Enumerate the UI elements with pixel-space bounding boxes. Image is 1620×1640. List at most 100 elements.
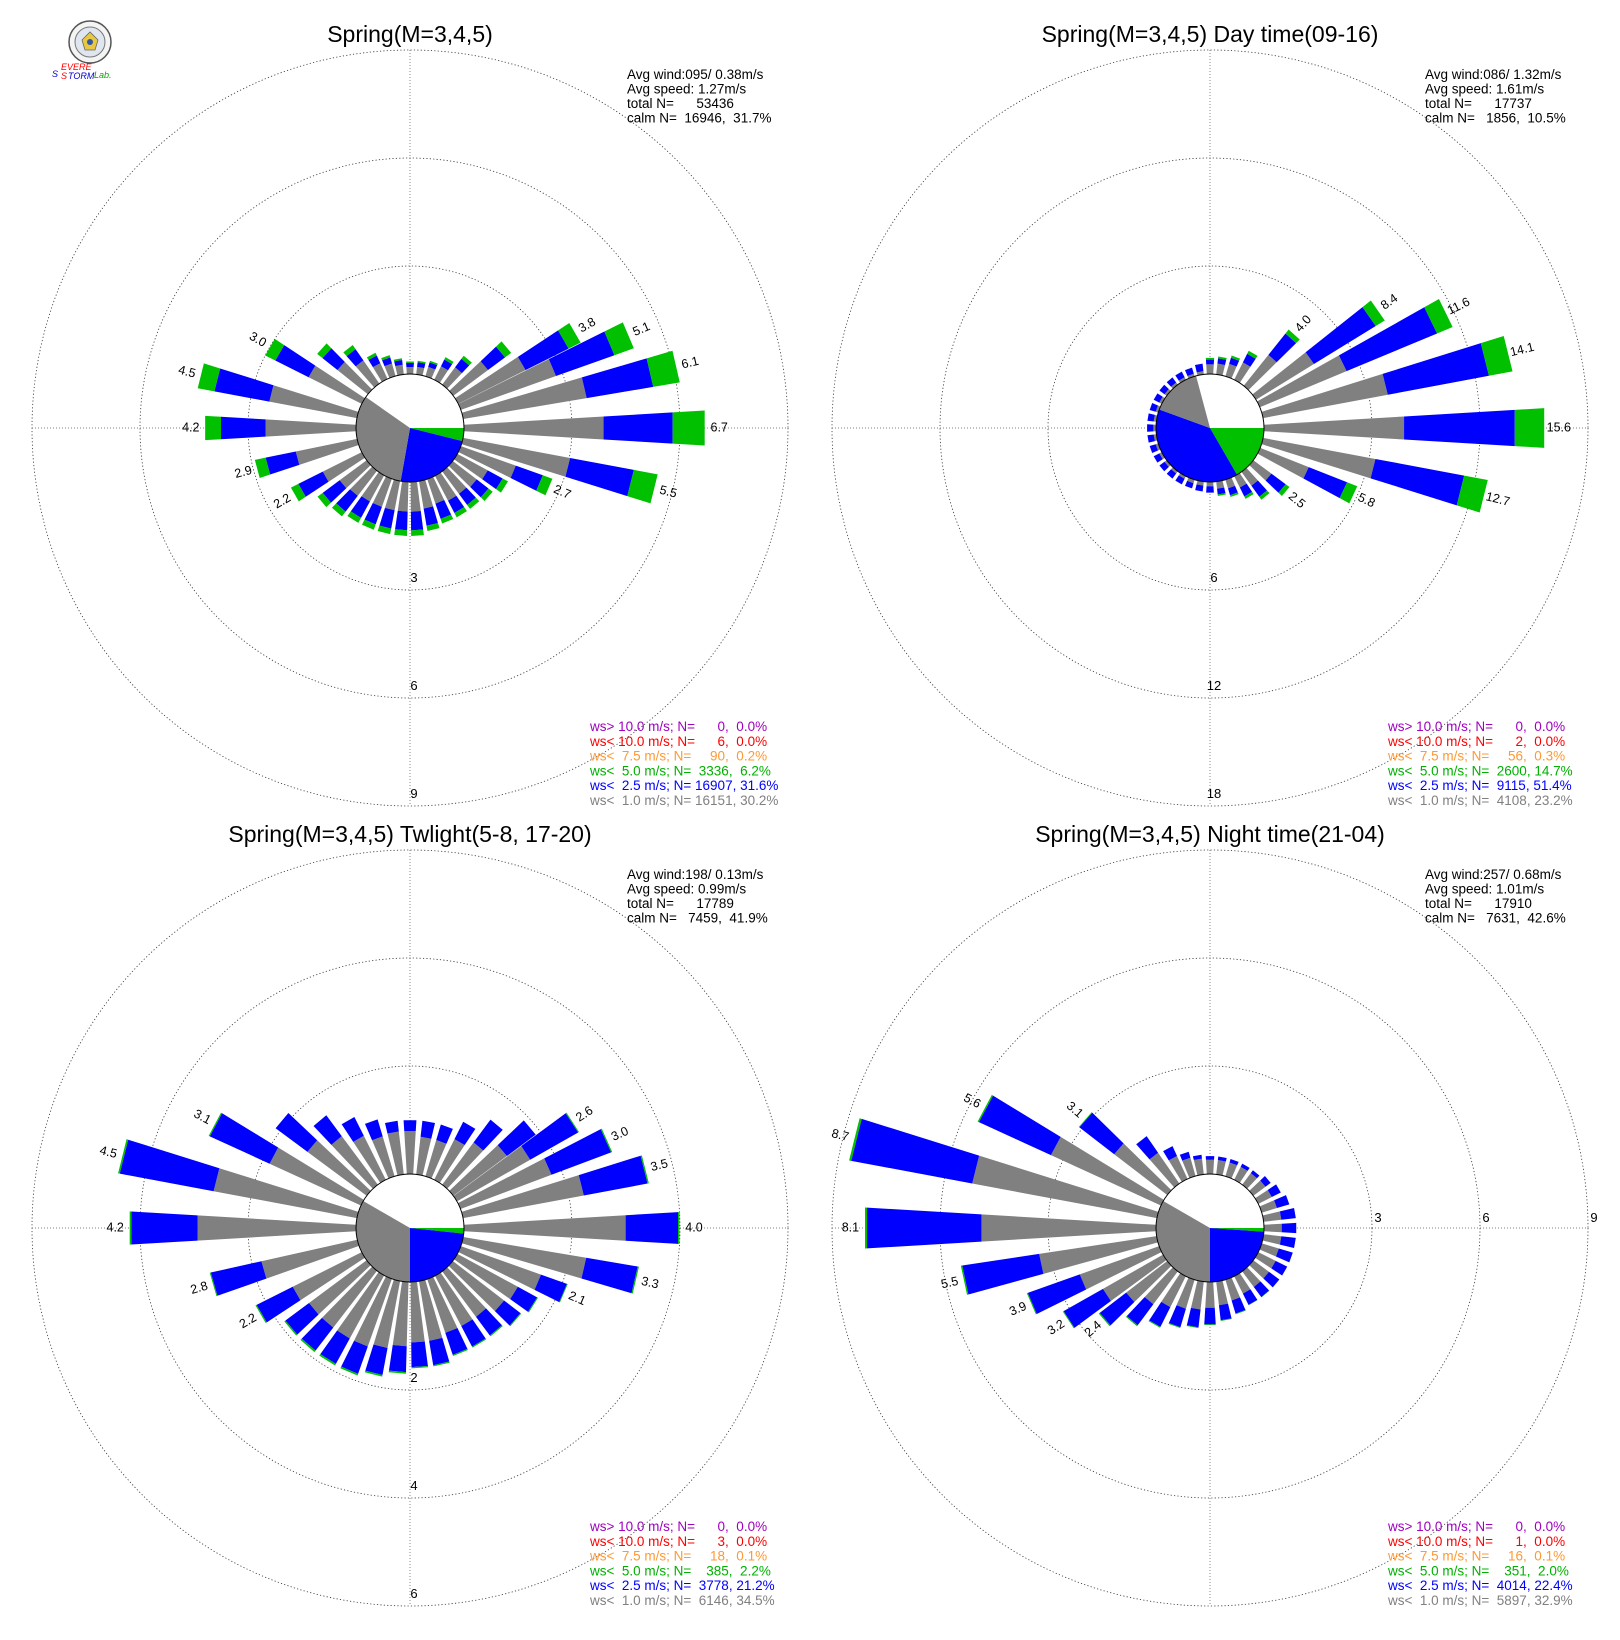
sector-bar-gray (1263, 1223, 1282, 1233)
sector-bar-gray (387, 1131, 404, 1176)
sector-bar-blue (581, 1257, 638, 1294)
sector-bar-green (417, 360, 426, 364)
sector-bar-blue (406, 362, 414, 368)
sector-bar-gray (1252, 352, 1314, 400)
sector-bar-green (1514, 408, 1545, 448)
sector-bar-green (1261, 1290, 1270, 1298)
sector-bar-blue (1153, 453, 1163, 463)
sector-bar-blue (1179, 1151, 1191, 1161)
sector-bar-green (1424, 298, 1453, 334)
sector-bar-gray (1249, 1180, 1266, 1196)
sector-bar-blue (494, 1300, 521, 1326)
sector-bar-green (366, 352, 377, 360)
sector-bar-blue (1229, 357, 1240, 367)
sector-bar-gray (269, 1147, 364, 1206)
sector-bar-green (849, 1118, 862, 1161)
sector-bar-gray (1262, 1234, 1282, 1245)
sector-bar-gray (1249, 460, 1272, 481)
calm-pie-slice (400, 428, 463, 482)
sector-bar-gray (1079, 1246, 1162, 1290)
sector-bar-blue (382, 357, 392, 367)
calm-circle-outline (1155, 1173, 1265, 1283)
sector-value-label: 2.9 (233, 463, 253, 481)
sector-bar-green (381, 355, 391, 361)
sector-bar-blue (1217, 1156, 1227, 1162)
sector-bar-gray (295, 438, 359, 465)
sector-bar-green (1230, 492, 1239, 497)
sector-bar-gray (1039, 1236, 1158, 1274)
sector-bar-blue (1370, 458, 1465, 506)
calm-pie-slice (1156, 1201, 1210, 1282)
sector-bar-gray (337, 361, 373, 395)
sector-bar-gray (1178, 473, 1186, 479)
sector-bar-gray (404, 1130, 416, 1175)
sector-bar-green (300, 1338, 316, 1353)
calm-pie-slice (410, 428, 464, 442)
sector-bar-gray (1263, 416, 1405, 440)
sector-bar-blue (1147, 424, 1154, 432)
sector-value-label: 15.6 (1547, 420, 1571, 434)
sector-bar-gray (384, 479, 401, 511)
sector-bar-gray (435, 472, 457, 501)
sector-bar-blue (1275, 1248, 1293, 1263)
ring-label: 4 (410, 1478, 417, 1493)
sector-bar-green (317, 343, 332, 359)
sector-bar-blue (1163, 1146, 1178, 1161)
sector-bar-blue (298, 471, 329, 497)
sector-bar-green (672, 410, 705, 446)
sector-bar-green (1220, 1318, 1232, 1321)
sector-bar-blue (1205, 1156, 1215, 1160)
sector-value-label: 3.9 (1007, 1299, 1029, 1319)
sector-bar-green (319, 1354, 336, 1366)
sector-bar-gray (1164, 389, 1171, 396)
sector-bar-blue (1279, 1236, 1296, 1249)
sector-bar-green (977, 1094, 994, 1123)
svg-text:EVERE: EVERE (61, 62, 93, 72)
sector-bar-green (559, 1283, 568, 1303)
sector-bar-blue (1205, 359, 1215, 365)
sector-bar-gray (1216, 1160, 1226, 1176)
calm-pie-slice (1210, 1228, 1264, 1282)
sector-bar-green (343, 345, 356, 357)
sector-bar-green (1205, 357, 1215, 360)
sector-bar-green (347, 511, 362, 523)
sector-bar-blue (395, 510, 408, 531)
sector-bar-green (646, 350, 680, 387)
sector-bar-blue (1168, 1305, 1186, 1328)
sector-bar-green (1235, 1310, 1246, 1315)
sector-bar-green (1218, 356, 1227, 360)
stat-avg-speed: Avg speed: 1.01m/s (1425, 882, 1544, 897)
sector-bar-gray (1261, 373, 1388, 419)
sector-bar-gray (1216, 1280, 1229, 1306)
sector-bar-blue (322, 348, 345, 371)
sector-value-label: 5.1 (631, 319, 653, 339)
sector-bar-gray (353, 1135, 386, 1183)
sector-bar-green (480, 488, 493, 502)
sector-bar-gray (406, 367, 414, 375)
stat-avg-wind: Avg wind:095/ 0.38m/s (627, 67, 764, 82)
range-ring (1047, 1065, 1373, 1391)
sector-bar-gray (449, 1145, 507, 1196)
sector-bar-gray (434, 366, 449, 383)
sector-bar-blue (521, 1113, 579, 1160)
sector-bar-gray (1261, 437, 1376, 479)
sector-bar-gray (1216, 480, 1225, 489)
sector-bar-gray (265, 419, 357, 437)
sector-bar-green (208, 1112, 223, 1137)
sector-bar-green (631, 1266, 639, 1294)
sector-value-label: 3.0 (609, 1124, 631, 1144)
sector-bar-blue (341, 1116, 364, 1142)
sector-bar-gray (463, 1215, 626, 1241)
sector-value-label: 5.5 (658, 483, 678, 501)
sector-bar-gray (355, 360, 380, 388)
sector-bar-blue (1305, 307, 1376, 365)
sector-bar-blue (265, 451, 300, 475)
sector-bar-green (496, 478, 508, 493)
sector-bar-blue (221, 416, 266, 440)
range-ring (31, 49, 789, 807)
sector-value-label: 3.3 (640, 1274, 660, 1292)
legend-entry: ws< 7.5 m/s; N= 56, 0.3% (1387, 749, 1565, 764)
range-ring (139, 957, 681, 1499)
sector-bar-gray (463, 416, 604, 440)
sector-bar-green (1204, 1324, 1216, 1326)
